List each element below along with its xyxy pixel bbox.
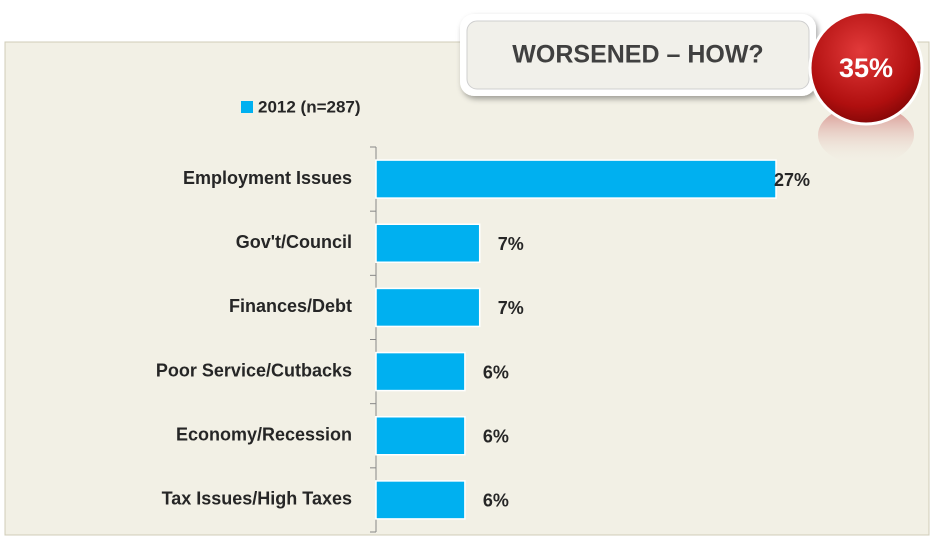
legend-swatch (241, 101, 253, 113)
value-label: 6% (483, 362, 509, 382)
bar (375, 351, 466, 392)
category-label: Tax Issues/High Taxes (162, 489, 352, 509)
value-label: 7% (498, 234, 524, 254)
badge-label: 35% (839, 53, 893, 83)
bar (375, 159, 777, 199)
bar (375, 480, 466, 520)
title-inner (466, 20, 810, 90)
chart-title: WORSENED – HOW? (512, 41, 763, 69)
badge (808, 10, 924, 126)
category-label: Finances/Debt (229, 296, 352, 316)
bar (375, 287, 481, 328)
value-label: 27% (774, 170, 810, 190)
value-label: 6% (483, 427, 509, 447)
value-label: 7% (498, 298, 524, 318)
bar (375, 223, 481, 263)
category-label: Poor Service/Cutbacks (156, 360, 352, 380)
category-label: Employment Issues (183, 168, 352, 188)
category-label: Economy/Recession (176, 425, 352, 445)
bar (375, 416, 466, 456)
category-label: Gov't/Council (236, 232, 352, 252)
value-label: 6% (483, 491, 509, 511)
legend-label: 2012 (n=287) (258, 97, 361, 116)
